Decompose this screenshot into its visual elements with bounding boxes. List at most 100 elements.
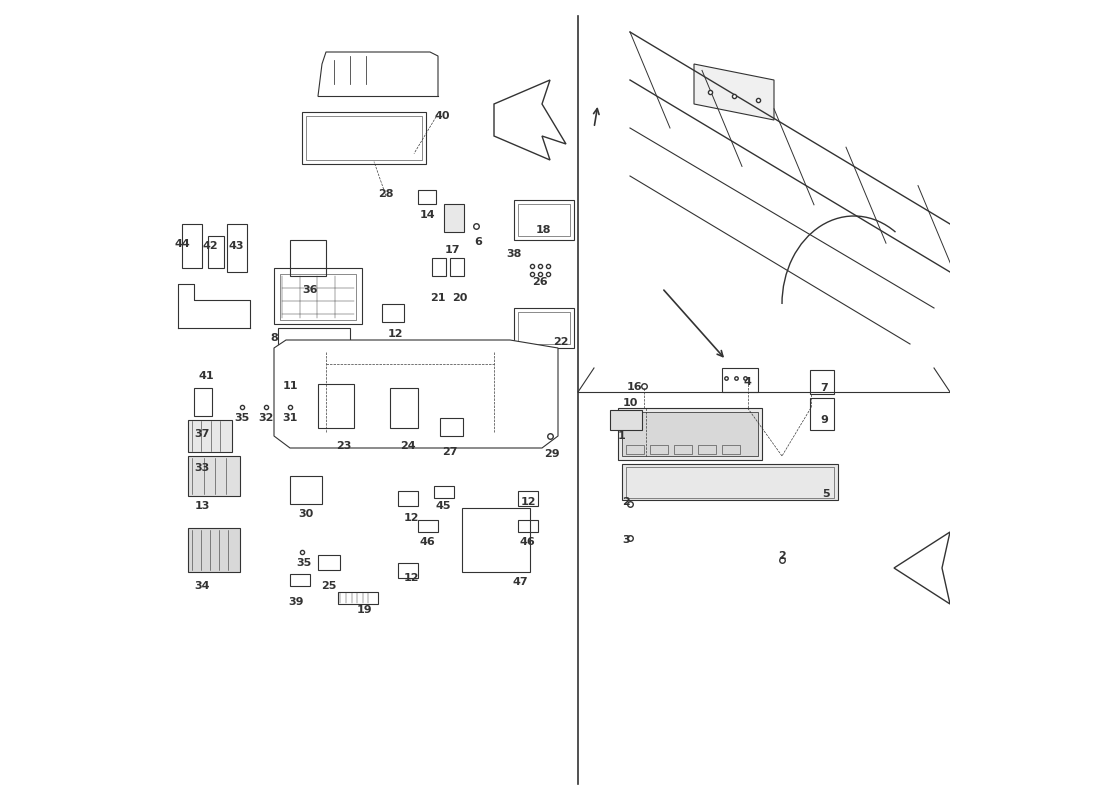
Text: 12: 12: [520, 498, 536, 507]
Bar: [302, 112, 426, 164]
Bar: [518, 491, 538, 506]
Text: 6: 6: [474, 237, 482, 246]
Bar: [444, 204, 464, 232]
Text: 9: 9: [821, 415, 828, 425]
Bar: [188, 420, 232, 452]
Text: 4: 4: [744, 378, 751, 387]
Text: 8: 8: [271, 333, 278, 342]
Bar: [626, 445, 644, 454]
Text: 5: 5: [822, 490, 829, 499]
Polygon shape: [494, 80, 566, 160]
Text: 13: 13: [195, 501, 210, 510]
Bar: [434, 486, 454, 498]
Bar: [650, 445, 668, 454]
Text: 45: 45: [436, 502, 451, 511]
Text: 32: 32: [258, 413, 274, 422]
Text: 12: 12: [404, 514, 419, 523]
Bar: [462, 508, 530, 572]
Bar: [698, 445, 716, 454]
Bar: [285, 362, 303, 376]
Bar: [440, 418, 463, 436]
Text: 27: 27: [442, 447, 458, 457]
Text: 43: 43: [229, 241, 244, 250]
Bar: [306, 116, 422, 160]
Text: 11: 11: [283, 382, 298, 391]
Text: 23: 23: [336, 442, 351, 451]
Bar: [626, 467, 834, 498]
Text: 42: 42: [202, 241, 218, 250]
Text: 36: 36: [302, 285, 318, 294]
Bar: [338, 592, 378, 604]
Bar: [518, 204, 570, 236]
Bar: [618, 408, 762, 460]
Text: 35: 35: [297, 558, 312, 568]
Bar: [514, 308, 574, 348]
Bar: [290, 476, 322, 504]
Bar: [398, 563, 418, 578]
Text: 39: 39: [288, 598, 304, 607]
Bar: [318, 384, 354, 428]
Bar: [431, 258, 446, 276]
Text: 2: 2: [623, 498, 630, 507]
Text: 34: 34: [195, 581, 210, 590]
Bar: [621, 412, 758, 456]
Text: 31: 31: [283, 413, 298, 422]
Text: 38: 38: [506, 250, 521, 259]
Text: 10: 10: [623, 398, 638, 408]
Bar: [518, 520, 538, 532]
Text: 33: 33: [195, 463, 210, 473]
Bar: [610, 410, 642, 430]
Text: 20: 20: [452, 293, 468, 302]
Text: 12: 12: [404, 574, 419, 583]
Bar: [810, 370, 834, 394]
Text: 26: 26: [532, 278, 548, 287]
Bar: [194, 388, 211, 416]
Bar: [329, 362, 346, 376]
Text: 18: 18: [536, 226, 551, 235]
Text: 12: 12: [388, 329, 404, 338]
Bar: [307, 362, 324, 376]
Text: 41: 41: [198, 371, 213, 381]
Bar: [274, 268, 362, 324]
Text: 35: 35: [234, 413, 250, 422]
Bar: [329, 342, 346, 356]
Bar: [514, 200, 574, 240]
Text: 22: 22: [552, 338, 569, 347]
Text: 16: 16: [627, 382, 642, 392]
Polygon shape: [894, 532, 950, 604]
Text: 2: 2: [778, 551, 785, 561]
Bar: [227, 224, 246, 272]
Bar: [621, 464, 838, 500]
Text: 46: 46: [519, 538, 536, 547]
Bar: [307, 342, 324, 356]
Bar: [418, 520, 438, 532]
Bar: [722, 445, 739, 454]
Bar: [382, 304, 405, 322]
Bar: [418, 190, 436, 204]
Text: 37: 37: [195, 429, 210, 438]
Text: 17: 17: [444, 245, 460, 254]
Bar: [810, 398, 834, 430]
Text: 47: 47: [513, 578, 528, 587]
Text: 24: 24: [399, 442, 416, 451]
Bar: [285, 342, 303, 356]
Polygon shape: [694, 64, 774, 120]
Text: 46: 46: [420, 538, 436, 547]
Bar: [208, 236, 223, 268]
Bar: [278, 328, 350, 380]
Text: 3: 3: [623, 535, 630, 545]
Text: 14: 14: [420, 210, 436, 220]
Bar: [518, 312, 570, 344]
Bar: [450, 258, 464, 276]
Bar: [188, 528, 241, 572]
Bar: [398, 491, 418, 506]
Bar: [318, 555, 340, 570]
Text: 40: 40: [434, 111, 450, 121]
Bar: [290, 240, 326, 276]
Polygon shape: [274, 340, 558, 448]
Bar: [280, 274, 356, 320]
Text: 25: 25: [321, 582, 337, 591]
Text: 44: 44: [174, 239, 190, 249]
Text: 7: 7: [821, 383, 828, 393]
Text: 19: 19: [356, 606, 372, 615]
